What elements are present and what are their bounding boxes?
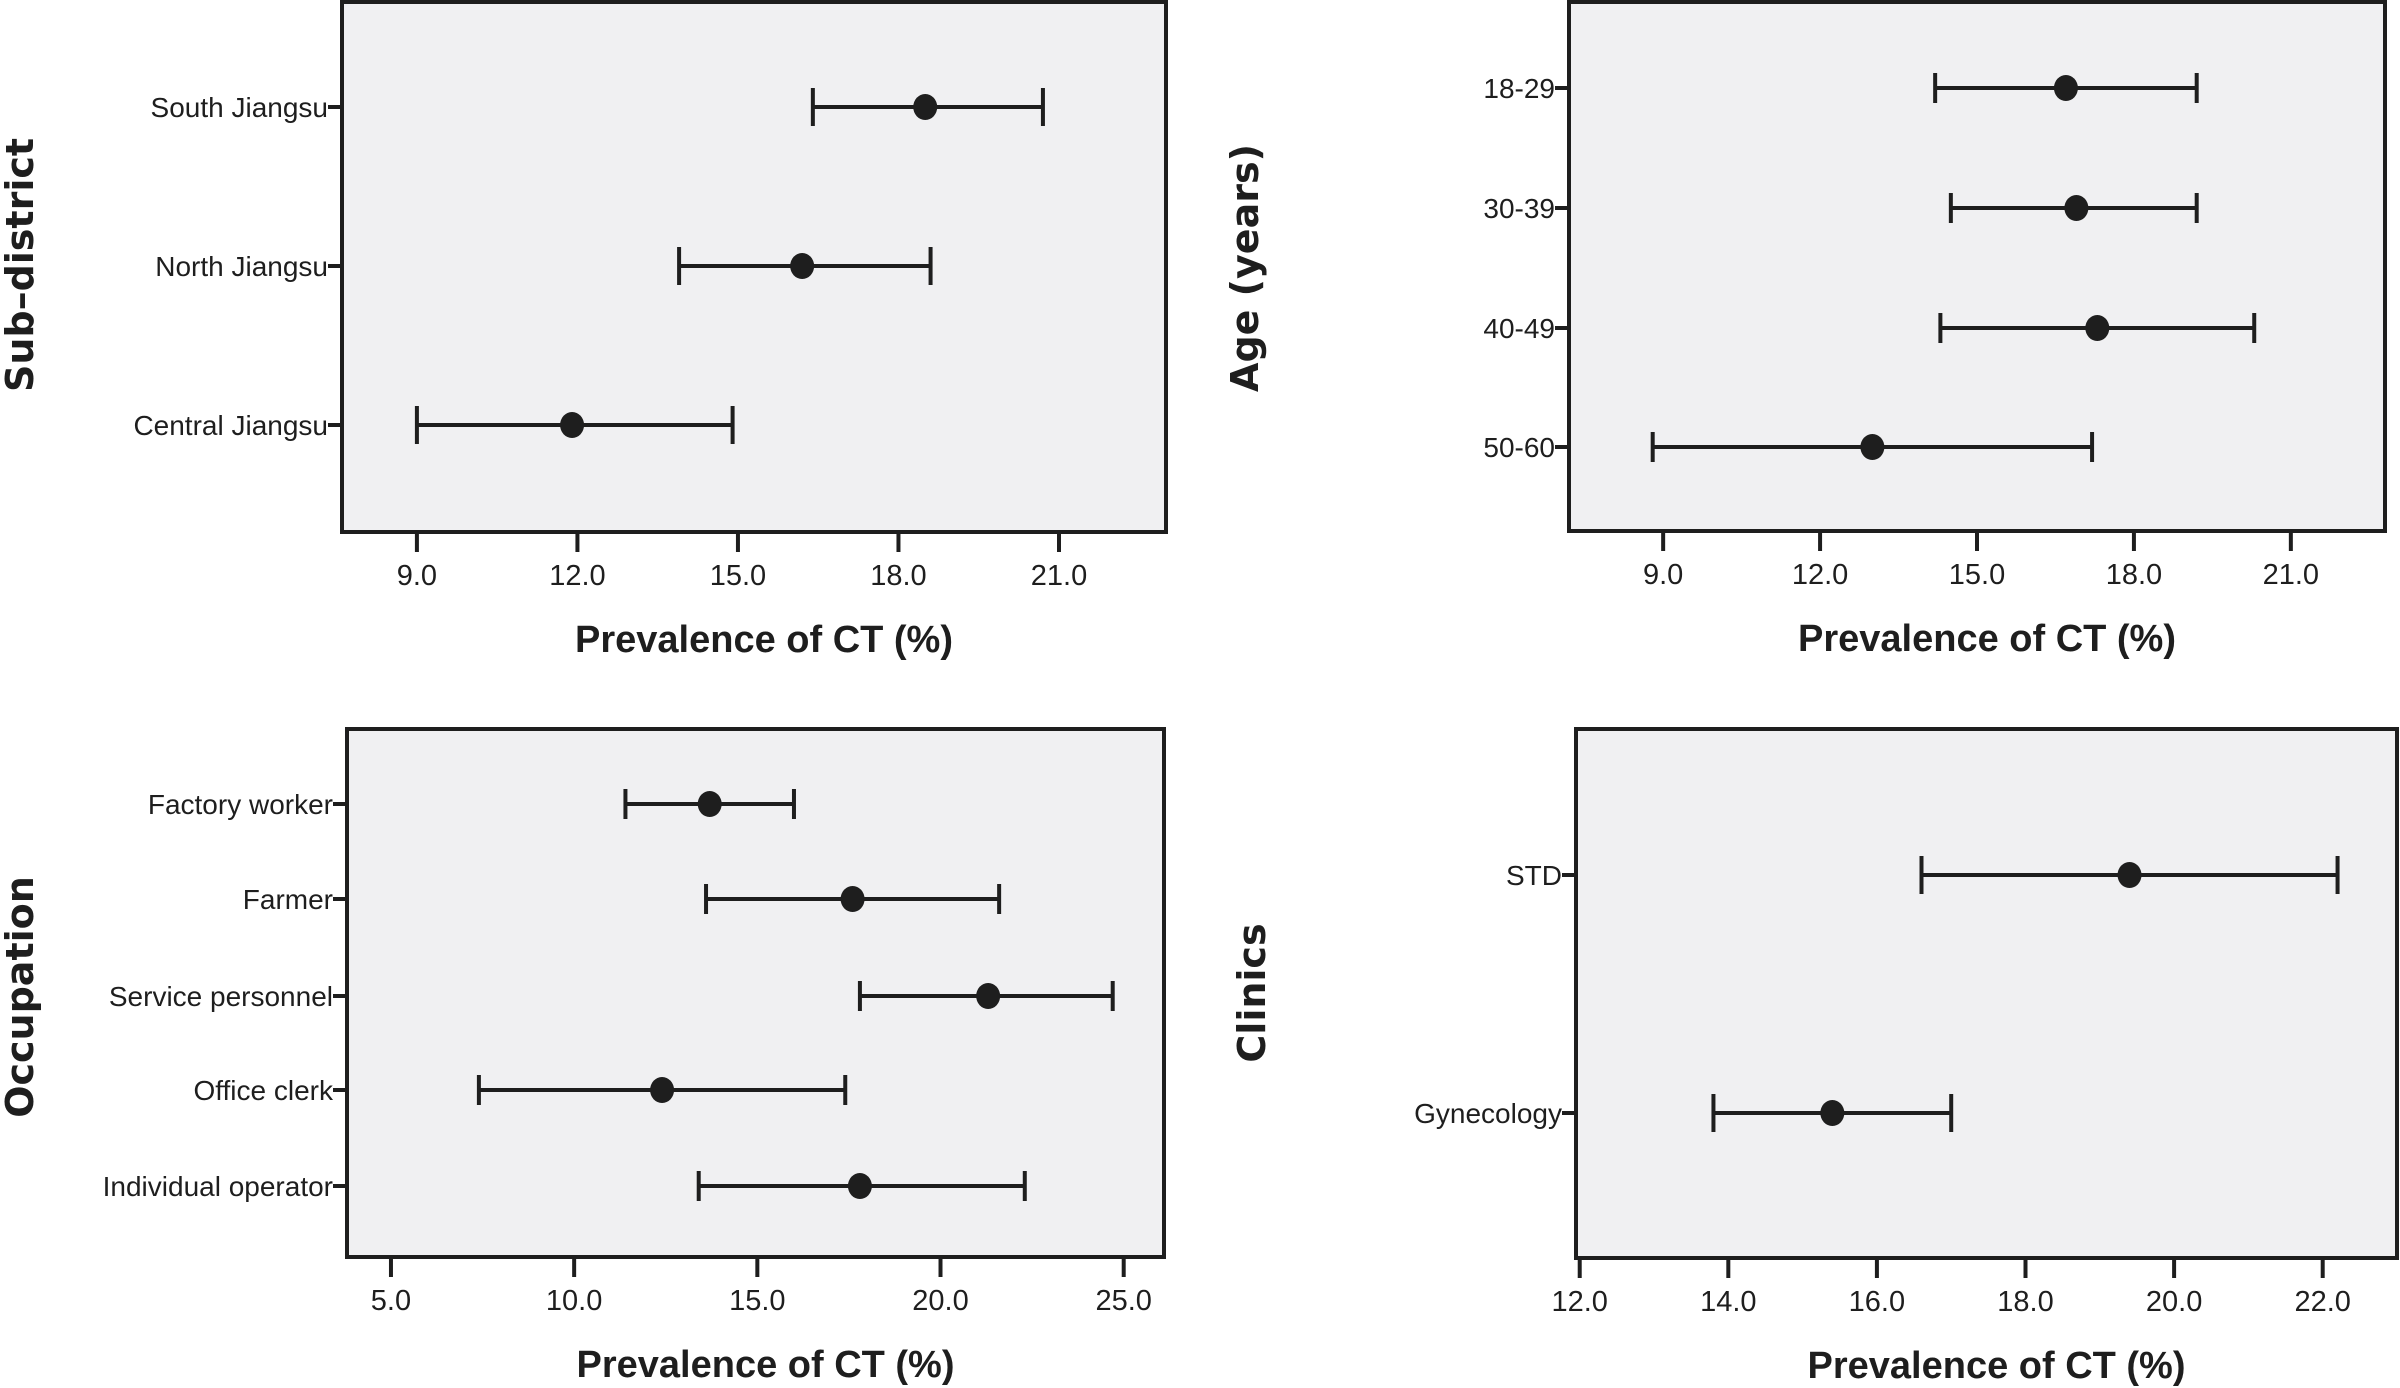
- estimate-point: [1860, 434, 1885, 460]
- row-service-personnel: Service personnel: [109, 981, 1115, 1012]
- y-axis-title: Clinics: [1230, 923, 1274, 1062]
- x-tick-label: 22.0: [2294, 1286, 2350, 1318]
- x-tick-label: 18.0: [1997, 1286, 2053, 1318]
- category-label: Individual operator: [103, 1171, 333, 1202]
- category-label: North Jiangsu: [155, 251, 328, 282]
- row-south-jiangsu: South Jiangsu: [151, 88, 1045, 126]
- category-label: Service personnel: [109, 981, 333, 1012]
- category-label: 50-60: [1483, 432, 1555, 463]
- y-axis-title: Age (years): [1223, 144, 1267, 392]
- estimate-point: [1820, 1100, 1845, 1126]
- category-label: Central Jiangsu: [133, 410, 328, 441]
- estimate-point: [650, 1077, 675, 1103]
- row-north-jiangsu: North Jiangsu: [155, 247, 933, 285]
- estimate-point: [2064, 195, 2089, 221]
- plot-area: [1567, 0, 2387, 533]
- y-axis-title: Occupation: [0, 876, 42, 1118]
- row-factory-worker: Factory worker: [148, 789, 796, 820]
- panel-occupation: 5.0 10.0 15.0 20.0 25.0 Prevalence of CT (%) O…: [0, 727, 1166, 1386]
- estimate-point: [976, 983, 1001, 1009]
- category-label: South Jiangsu: [151, 92, 328, 123]
- category-label: Office clerk: [193, 1075, 334, 1106]
- x-tick-label: 15.0: [729, 1285, 785, 1317]
- x-tick-label: 9.0: [1643, 559, 1683, 591]
- estimate-point: [697, 791, 722, 817]
- x-tick-label: 12.0: [1551, 1286, 1607, 1318]
- row-gynecology: Gynecology: [1414, 1094, 1954, 1132]
- x-tick-label: 16.0: [1849, 1286, 1905, 1318]
- x-tick-label: 15.0: [710, 560, 766, 592]
- x-tick-label: 9.0: [397, 560, 437, 592]
- row-18-29: 18-29: [1483, 73, 2199, 104]
- x-tick-label: 14.0: [1700, 1286, 1756, 1318]
- x-tick-label: 18.0: [2106, 559, 2162, 591]
- panel-age: 9.0 12.0 15.0 18.0 21.0 Prevalence of CT (%) A…: [1223, 0, 2387, 660]
- x-axis-title: Prevalence of CT (%): [1798, 618, 2176, 660]
- x-tick-label: 18.0: [870, 560, 926, 592]
- x-tick-label: 20.0: [2146, 1286, 2202, 1318]
- x-axis-title: Prevalence of CT (%): [575, 619, 953, 661]
- x-tick-label: 15.0: [1949, 559, 2005, 591]
- estimate-point: [913, 94, 938, 120]
- panel-sub-district: 9.0 12.0 15.0 18.0 21.0 Prevalence of CT (%) S…: [0, 0, 1168, 661]
- x-axis-title: Prevalence of CT (%): [577, 1344, 955, 1386]
- x-tick-label: 20.0: [912, 1285, 968, 1317]
- row-farmer: Farmer: [243, 884, 1002, 915]
- x-axis-title: Prevalence of CT (%): [1808, 1345, 2186, 1387]
- category-label: Factory worker: [148, 789, 333, 820]
- estimate-point: [2117, 862, 2142, 888]
- category-label: 40-49: [1483, 313, 1555, 344]
- category-label: Farmer: [243, 884, 333, 915]
- x-tick-label: 12.0: [549, 560, 605, 592]
- row-central-jiangsu: Central Jiangsu: [133, 406, 735, 444]
- category-label: 30-39: [1483, 193, 1555, 224]
- category-label: Gynecology: [1414, 1098, 1562, 1129]
- row-std: STD: [1506, 856, 2340, 894]
- x-tick-label: 5.0: [371, 1285, 411, 1317]
- category-label: STD: [1506, 860, 1562, 891]
- row-individual-operator: Individual operator: [103, 1171, 1027, 1202]
- estimate-point: [2085, 315, 2110, 341]
- estimate-point: [847, 1173, 872, 1199]
- panel-clinics: 12.0 14.0 16.0 18.0 20.0 22.0 Prevalence of CT…: [1230, 727, 2399, 1387]
- row-30-39: 30-39: [1483, 193, 2199, 224]
- estimate-point: [840, 886, 865, 912]
- category-label: 18-29: [1483, 73, 1555, 104]
- x-tick-label: 21.0: [1031, 560, 1087, 592]
- x-tick-label: 12.0: [1792, 559, 1848, 591]
- x-tick-label: 21.0: [2263, 559, 2319, 591]
- row-50-60: 50-60: [1483, 432, 2095, 463]
- estimate-point: [790, 253, 815, 279]
- y-axis-title: Sub–district: [0, 138, 42, 392]
- x-tick-label: 10.0: [546, 1285, 602, 1317]
- plot-area: [345, 727, 1166, 1259]
- estimate-point: [560, 412, 585, 438]
- row-40-49: 40-49: [1483, 313, 2257, 344]
- plot-area: [1574, 727, 2399, 1260]
- x-tick-label: 25.0: [1095, 1285, 1151, 1317]
- estimate-point: [2053, 75, 2078, 101]
- row-office-clerk: Office clerk: [193, 1075, 848, 1106]
